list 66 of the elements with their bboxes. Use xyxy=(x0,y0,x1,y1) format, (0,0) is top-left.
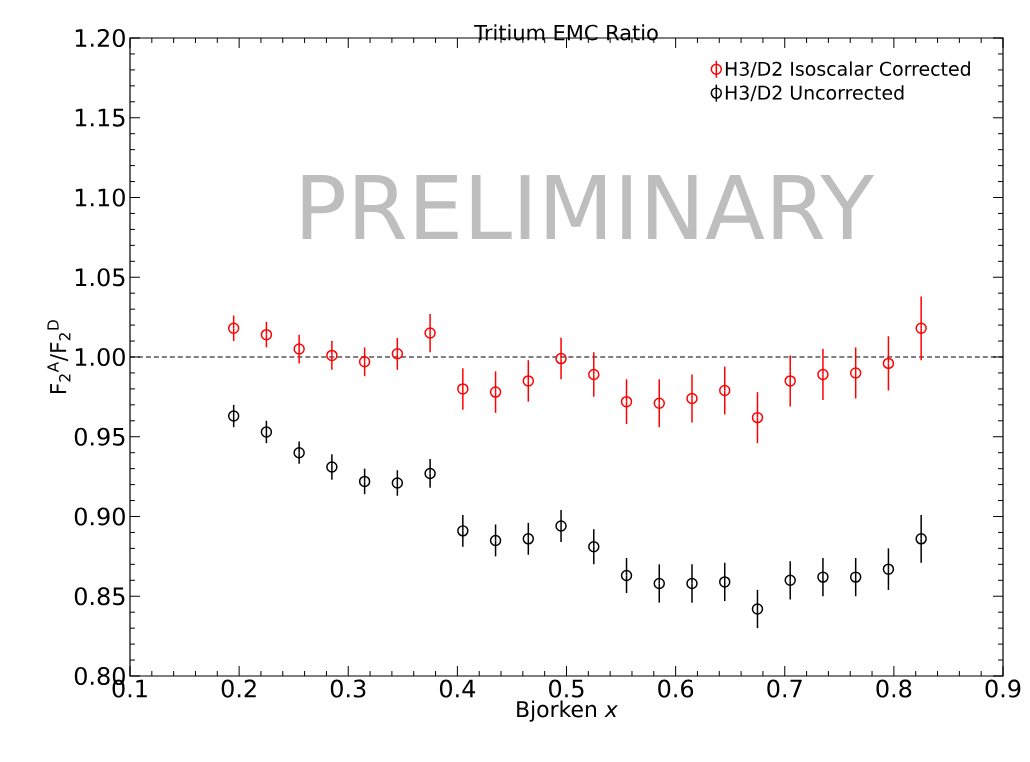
point xyxy=(686,577,698,590)
y-tick-label: 0.95 xyxy=(74,427,125,446)
chart-title: Tritium EMC Ratio xyxy=(474,24,658,41)
y-tick-label: 1.15 xyxy=(75,108,125,127)
x-tick-label: 0.8 xyxy=(876,679,912,698)
point xyxy=(293,343,305,355)
point xyxy=(817,571,829,583)
point xyxy=(457,525,469,537)
point xyxy=(719,384,731,397)
point xyxy=(686,392,698,405)
point xyxy=(489,534,502,547)
point xyxy=(784,574,796,587)
point xyxy=(424,467,436,480)
y-tick-label: 1.00 xyxy=(75,347,125,367)
point xyxy=(751,411,764,424)
y-axis-title: F$_{2}$$^{A}$/F$_{2}$D xyxy=(47,320,71,394)
x-tick-label: 0.3 xyxy=(330,679,366,698)
point xyxy=(293,446,305,459)
point xyxy=(326,349,338,362)
y-tick-label: 0.85 xyxy=(74,587,125,606)
y-tick-label: 0.90 xyxy=(74,507,125,526)
x-tick-label: 0.5 xyxy=(549,679,584,698)
point xyxy=(489,386,502,398)
point xyxy=(260,426,273,438)
point xyxy=(391,477,404,489)
x-axis-title: Bjorken x xyxy=(517,700,618,722)
point xyxy=(915,533,927,545)
point xyxy=(260,328,273,341)
point xyxy=(555,520,567,532)
point xyxy=(555,352,567,365)
annotation: PRELIMINARY xyxy=(302,175,875,240)
legend-label: H3/D2 Isoscalar Corrected xyxy=(725,61,970,78)
point xyxy=(882,563,895,575)
x-tick-label: 0.4 xyxy=(439,679,476,698)
point xyxy=(588,541,600,553)
point xyxy=(424,327,436,339)
point xyxy=(620,395,633,408)
point xyxy=(457,383,469,395)
point xyxy=(653,397,665,409)
point xyxy=(391,348,404,360)
point xyxy=(849,367,862,379)
x-tick-label: 0.9 xyxy=(985,679,1021,698)
point xyxy=(620,569,633,582)
point xyxy=(588,368,600,381)
point xyxy=(653,577,665,590)
point xyxy=(522,533,535,545)
x-tick-label: 0.2 xyxy=(221,679,256,698)
x-tick-label: 0.7 xyxy=(767,679,802,698)
point xyxy=(915,322,927,335)
point xyxy=(358,356,371,368)
point xyxy=(882,357,895,370)
point xyxy=(358,475,371,488)
point xyxy=(751,603,764,615)
legend-label: H3/D2 Uncorrected xyxy=(725,85,904,102)
point xyxy=(719,576,731,588)
x-tick-label: 0.6 xyxy=(658,679,694,698)
point xyxy=(227,410,240,422)
point xyxy=(784,375,796,387)
point xyxy=(817,368,829,381)
y-tick-label: 1.20 xyxy=(75,28,125,48)
point xyxy=(227,322,240,335)
y-tick-label: 1.10 xyxy=(75,188,125,207)
point xyxy=(849,571,862,583)
point xyxy=(326,461,338,473)
y-tick-label: 1.05 xyxy=(75,268,125,287)
point xyxy=(522,375,535,387)
